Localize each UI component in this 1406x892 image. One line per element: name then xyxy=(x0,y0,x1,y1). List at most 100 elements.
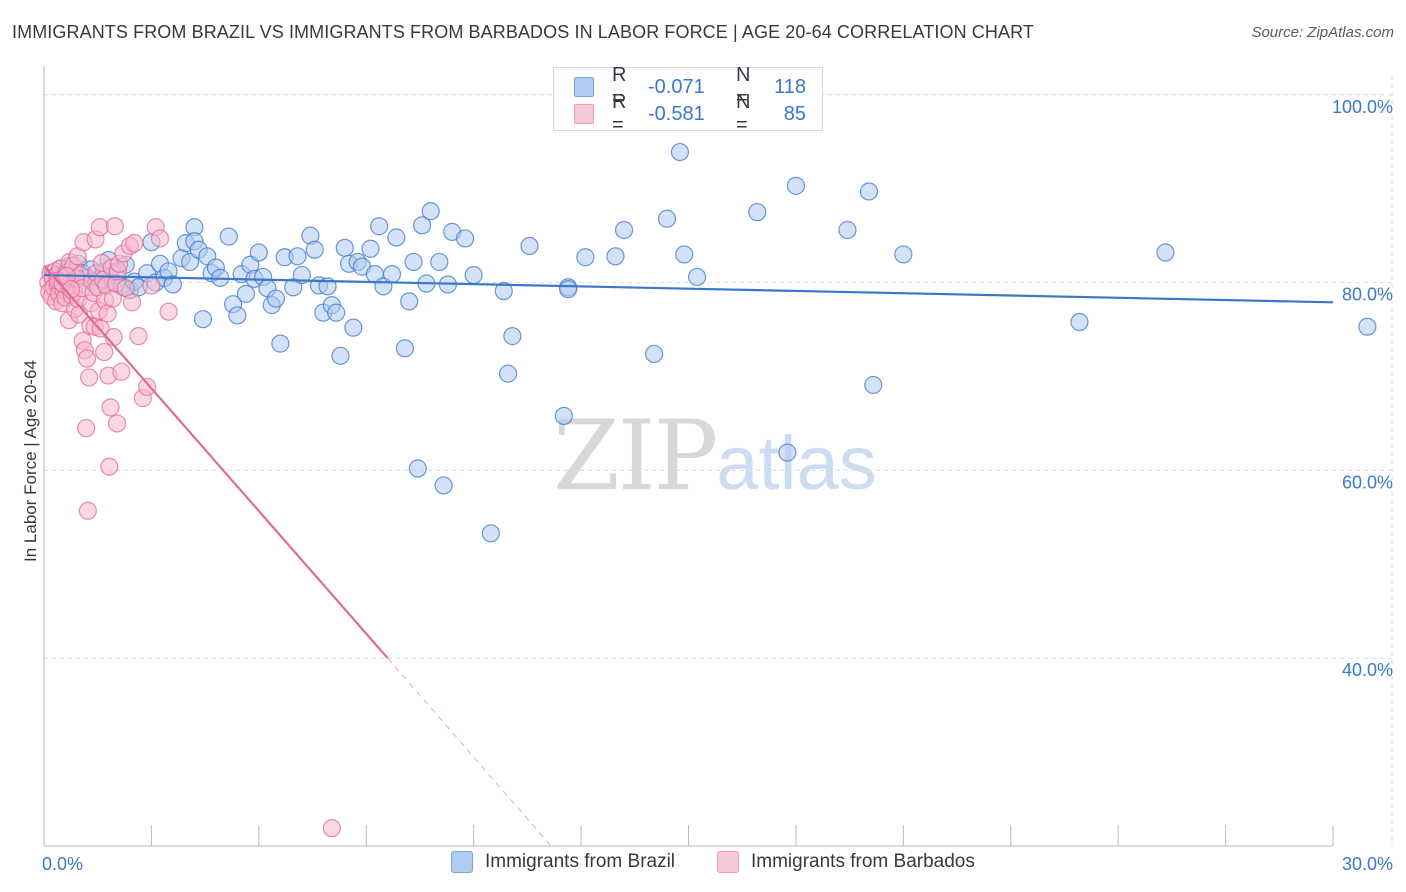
point-brazil xyxy=(894,245,913,264)
point-brazil xyxy=(421,202,440,221)
point-barbados xyxy=(107,414,127,433)
point-brazil xyxy=(464,265,483,285)
point-brazil xyxy=(249,243,268,262)
point-brazil xyxy=(520,236,539,256)
point-brazil xyxy=(614,220,634,240)
n-label: N = xyxy=(736,64,751,109)
point-barbados xyxy=(150,229,170,248)
trend-lines xyxy=(43,264,1334,847)
point-brazil xyxy=(687,267,707,287)
data-points xyxy=(39,142,1377,838)
point-brazil xyxy=(408,459,427,478)
point-brazil xyxy=(559,280,578,299)
point-brazil xyxy=(554,406,573,426)
point-brazil xyxy=(266,289,286,308)
legend-label-brazil: Immigrants from Brazil xyxy=(485,851,676,872)
legend-label-barbados: Immigrants from Barbados xyxy=(751,851,975,872)
point-brazil xyxy=(236,284,256,303)
trend-line-barbados xyxy=(387,657,552,847)
point-brazil xyxy=(838,220,857,240)
point-brazil xyxy=(576,248,595,267)
point-barbados xyxy=(80,368,99,387)
point-barbados xyxy=(101,398,120,417)
n-value: 118 xyxy=(774,75,806,98)
point-barbados xyxy=(125,234,144,253)
point-barbados xyxy=(98,304,117,323)
point-brazil xyxy=(400,292,419,311)
x-tick-label: 30.0% xyxy=(1342,854,1393,874)
y-tick-label: 60.0% xyxy=(1342,472,1393,492)
point-barbados xyxy=(77,349,97,368)
y-axis-label: In Labor Force | Age 20-64 xyxy=(21,360,40,562)
point-brazil xyxy=(494,281,513,301)
point-brazil xyxy=(430,252,449,272)
point-brazil xyxy=(606,247,625,266)
y-tick-label: 100.0% xyxy=(1332,97,1393,117)
y-tick-label: 80.0% xyxy=(1342,285,1393,305)
watermark-atlas: atlas xyxy=(716,421,877,506)
chart-title: IMMIGRANTS FROM BRAZIL VS IMMIGRANTS FRO… xyxy=(12,22,1034,42)
point-brazil xyxy=(1358,317,1377,336)
point-brazil xyxy=(335,238,354,257)
point-brazil xyxy=(864,375,883,395)
point-barbados xyxy=(78,501,97,520)
legend-item-barbados[interactable]: Immigrants from Barbados xyxy=(717,851,975,873)
point-brazil xyxy=(645,344,664,364)
point-barbados xyxy=(122,293,142,312)
point-barbados xyxy=(142,276,161,295)
point-brazil xyxy=(434,476,453,495)
point-brazil xyxy=(455,229,475,248)
legend-swatch-barbados xyxy=(574,104,594,124)
legend-swatch-brazil xyxy=(451,851,473,873)
point-brazil xyxy=(305,240,324,259)
legend-swatch-brazil xyxy=(574,77,594,97)
legend-row-barbados: R = -0.581 N = 85 xyxy=(574,91,806,136)
legend-item-brazil[interactable]: Immigrants from Brazil xyxy=(451,851,675,873)
point-brazil xyxy=(503,327,522,346)
point-brazil xyxy=(327,303,346,322)
point-brazil xyxy=(292,265,311,285)
axes xyxy=(43,66,1334,847)
point-brazil xyxy=(331,346,350,365)
point-brazil xyxy=(271,334,290,353)
n-value: 85 xyxy=(783,102,806,125)
point-brazil xyxy=(778,443,797,462)
stats-legend: R = -0.071 N = 118 R = -0.581 N = 85 xyxy=(553,64,823,136)
point-barbados xyxy=(100,457,119,476)
n-label: N = xyxy=(736,91,751,136)
point-brazil xyxy=(786,176,806,195)
y-tick-label: 40.0% xyxy=(1342,660,1393,680)
watermark: ZIPatlas xyxy=(553,400,877,512)
point-barbados xyxy=(138,377,157,396)
point-brazil xyxy=(395,339,415,358)
r-value: -0.071 xyxy=(648,75,705,98)
r-value: -0.581 xyxy=(648,102,705,125)
point-barbados xyxy=(112,362,131,381)
point-brazil xyxy=(670,142,690,162)
point-brazil xyxy=(675,245,694,264)
point-brazil xyxy=(498,364,518,383)
point-brazil xyxy=(228,306,247,325)
point-brazil xyxy=(163,275,182,294)
point-barbados xyxy=(95,342,114,362)
point-brazil xyxy=(361,239,380,258)
point-barbados xyxy=(322,819,341,838)
point-brazil xyxy=(748,203,767,222)
point-brazil xyxy=(859,182,879,201)
point-brazil xyxy=(404,252,423,272)
point-brazil xyxy=(1070,312,1089,332)
point-brazil xyxy=(1156,243,1175,262)
legend-row-brazil: R = -0.071 N = 118 xyxy=(574,64,806,109)
watermark-zip: ZIP xyxy=(553,400,718,512)
point-barbados xyxy=(129,327,148,346)
point-brazil xyxy=(657,209,677,228)
point-barbados xyxy=(77,419,96,438)
source-label: Source: ZipAtlas.com xyxy=(1251,24,1394,41)
point-barbados xyxy=(105,217,124,236)
tick-labels: 100.0% 80.0% 60.0% 40.0% 0.0% 30.0% In Labor F… xyxy=(21,97,1393,874)
trend-line-brazil xyxy=(43,273,1334,304)
trend-line-barbados xyxy=(43,264,389,659)
point-brazil xyxy=(387,228,406,247)
point-brazil xyxy=(370,217,389,236)
point-barbados xyxy=(159,302,178,321)
